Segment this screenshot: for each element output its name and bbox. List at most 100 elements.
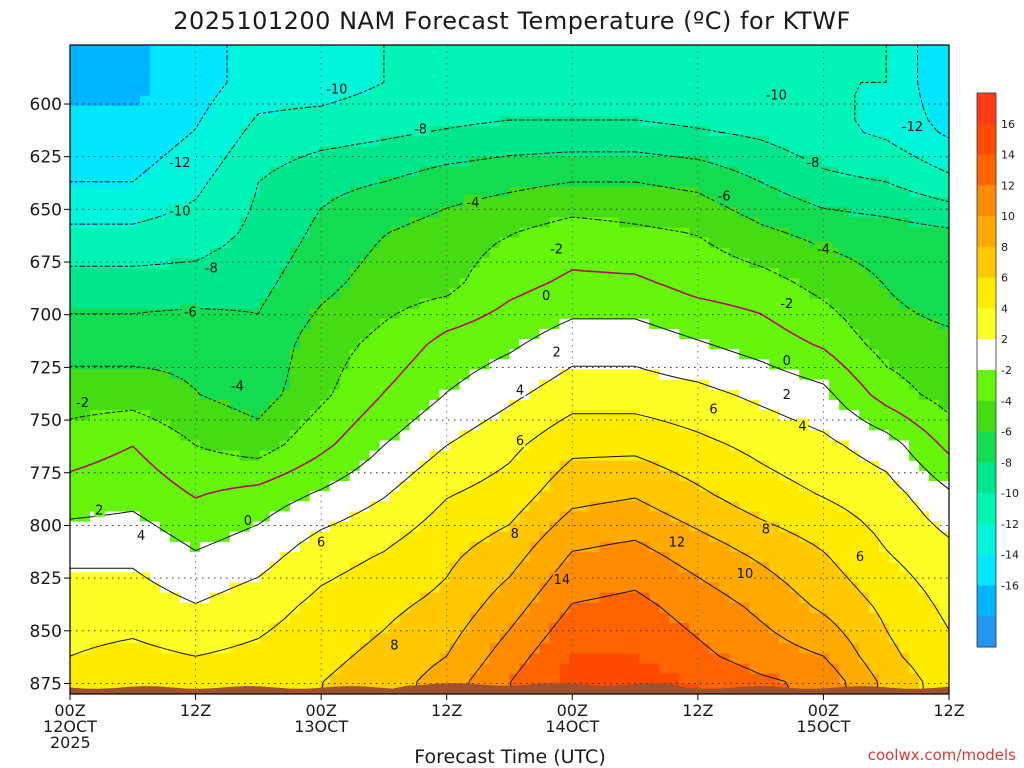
field-cell: [689, 562, 700, 573]
field-cell: [769, 430, 780, 442]
field-cell: [149, 247, 161, 259]
field-cell: [469, 470, 481, 482]
field-cell: [279, 45, 291, 56]
field-cell: [189, 207, 201, 218]
field-cell: [259, 481, 271, 492]
field-cell: [159, 95, 171, 107]
field-cell: [559, 115, 571, 127]
field-cell: [259, 45, 271, 56]
field-cell: [119, 470, 131, 482]
field-cell: [509, 217, 521, 229]
field-cell: [529, 399, 541, 411]
field-cell: [89, 592, 101, 604]
field-cell: [199, 470, 211, 482]
field-cell: [589, 298, 600, 310]
field-cell: [199, 582, 211, 594]
field-cell: [309, 582, 321, 594]
field-cell: [809, 399, 820, 411]
field-cell: [789, 572, 800, 584]
field-cell: [909, 257, 920, 269]
field-cell: [239, 105, 251, 117]
field-cell: [479, 268, 491, 279]
field-cell: [629, 511, 640, 523]
field-cell: [799, 257, 810, 269]
field-cell: [229, 186, 241, 198]
field-cell: [399, 166, 411, 178]
field-cell: [89, 207, 101, 218]
field-cell: [539, 207, 551, 218]
field-cell: [569, 450, 581, 462]
field-cell: [789, 217, 800, 229]
field-cell: [259, 176, 271, 188]
field-cell: [219, 612, 231, 624]
field-cell: [919, 521, 930, 533]
field-cell: [229, 440, 241, 452]
field-cell: [759, 389, 770, 401]
field-cell: [109, 602, 121, 614]
field-cell: [459, 176, 471, 188]
field-cell: [219, 105, 231, 117]
field-cell: [349, 237, 361, 249]
field-cell: [619, 501, 630, 513]
field-cell: [299, 247, 311, 259]
field-cell: [729, 531, 740, 543]
field-cell: [269, 126, 281, 137]
field-cell: [589, 612, 600, 624]
field-cell: [479, 552, 491, 563]
field-cell: [379, 85, 391, 97]
field-cell: [79, 126, 91, 137]
field-cell: [70, 55, 81, 66]
field-cell: [789, 460, 800, 472]
field-cell: [619, 552, 630, 563]
field-cell: [269, 491, 281, 502]
field-cell: [749, 328, 760, 340]
field-cell: [909, 85, 920, 97]
field-cell: [209, 115, 221, 127]
field-cell: [419, 602, 431, 614]
field-cell: [739, 105, 750, 117]
field-cell: [129, 115, 141, 127]
field-cell: [599, 45, 610, 56]
field-cell: [179, 389, 191, 401]
field-cell: [879, 369, 890, 381]
field-cell: [829, 511, 840, 523]
field-cell: [399, 308, 411, 320]
field-cell: [119, 349, 131, 360]
field-cell: [319, 288, 331, 300]
field-cell: [609, 572, 620, 584]
field-cell: [119, 217, 131, 229]
field-cell: [129, 227, 141, 239]
field-cell: [429, 410, 441, 421]
field-cell: [339, 247, 351, 259]
field-cell: [229, 349, 241, 360]
field-cell: [539, 318, 551, 330]
field-cell: [759, 298, 770, 310]
field-cell: [699, 430, 710, 442]
field-cell: [729, 470, 740, 482]
field-cell: [789, 379, 800, 391]
field-cell: [769, 531, 780, 543]
field-cell: [569, 105, 581, 117]
field-cell: [279, 156, 291, 168]
field-cell: [439, 308, 451, 320]
field-cell: [149, 420, 161, 431]
field-cell: [669, 562, 680, 573]
field-cell: [539, 521, 551, 533]
field-cell: [89, 440, 101, 452]
field-cell: [209, 85, 221, 97]
field-cell: [619, 440, 630, 452]
field-cell: [799, 592, 810, 604]
field-cell: [589, 349, 600, 360]
field-cell: [129, 440, 141, 452]
field-cell: [399, 186, 411, 198]
field-cell: [529, 268, 541, 279]
field-cell: [299, 288, 311, 300]
field-cell: [79, 75, 91, 87]
field-cell: [829, 430, 840, 442]
field-cell: [499, 105, 511, 117]
field-cell: [259, 440, 271, 452]
field-cell: [759, 257, 770, 269]
field-cell: [709, 298, 720, 310]
field-cell: [819, 105, 830, 117]
field-cell: [239, 328, 251, 340]
